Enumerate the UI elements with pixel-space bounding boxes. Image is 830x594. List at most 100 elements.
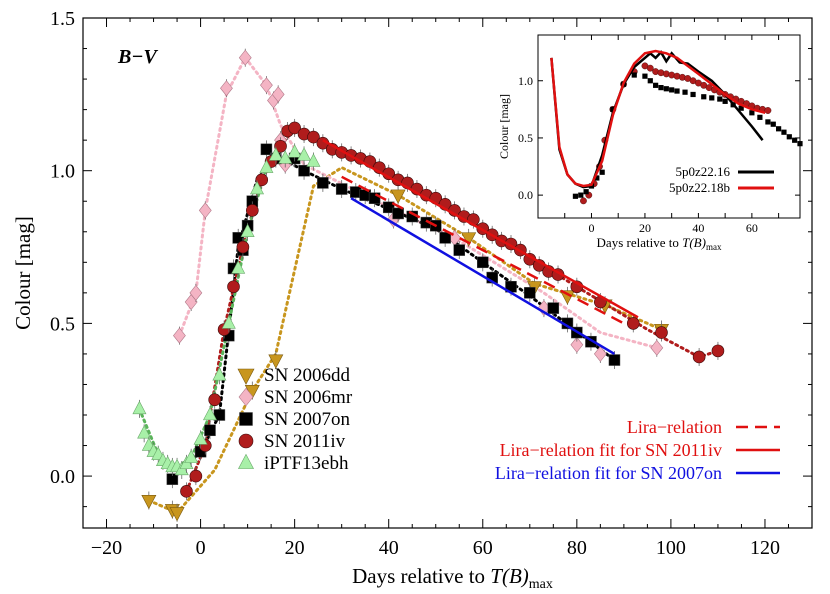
data-point	[137, 425, 152, 439]
data-point	[439, 232, 451, 244]
inset-data-point	[674, 88, 680, 94]
data-point	[268, 354, 284, 369]
series-iptf13ebh	[132, 143, 321, 479]
data-point	[173, 327, 186, 344]
data-point	[246, 204, 259, 217]
inset-axis-ticks: 0 20 40 60 0.0 0.5 1.0	[518, 35, 800, 235]
inset-x-tick-label: 20	[639, 221, 651, 235]
data-point	[524, 287, 536, 299]
data-point	[202, 406, 217, 421]
data-point	[238, 49, 252, 66]
data-point	[288, 121, 301, 135]
data-point	[287, 144, 302, 158]
inset-plot: 0 20 40 60 0.0 0.5 1.0 Colour [mag] Days relat…	[497, 34, 803, 252]
inset-data-point	[663, 86, 669, 92]
data-point	[189, 284, 203, 301]
data-point	[220, 80, 233, 97]
data-point	[208, 393, 221, 407]
data-point	[204, 424, 216, 437]
legend-label-sn-2006dd: SN 2006dd	[264, 365, 351, 386]
inset-data-point	[631, 72, 637, 78]
x-axis-label: Days relative to T(B)max	[352, 564, 553, 592]
inset-data-point	[786, 134, 792, 140]
data-point	[461, 232, 477, 247]
inset-data-point	[646, 64, 654, 72]
data-point	[585, 335, 597, 348]
data-point	[193, 431, 208, 445]
data-point	[335, 183, 348, 195]
inset-x-axis-label-text: Days relative to	[597, 235, 683, 250]
data-point	[298, 164, 310, 177]
legend-marker-sn-2007on	[239, 412, 253, 426]
x-axis-label-italic: T(B)	[490, 564, 529, 588]
data-point	[132, 400, 147, 415]
line-lira-relation	[341, 175, 625, 325]
data-point	[477, 256, 489, 269]
data-point	[593, 345, 607, 362]
data-point	[570, 336, 584, 353]
legend-label-lira-relation-fit-for-sn-2011iv: Lira−relation fit for SN 2011iv	[500, 440, 722, 460]
inset-data-point	[578, 192, 584, 198]
data-point	[453, 244, 466, 256]
main-series-layer	[132, 48, 725, 522]
data-point	[259, 159, 274, 173]
legend-marker-sn-2006dd	[237, 368, 255, 385]
x-tick-label: 40	[379, 537, 399, 559]
inset-data-point	[792, 137, 798, 143]
inset-y-axis-label: Colour [mag]	[497, 94, 511, 159]
legend-marker-iptf13ebh	[238, 453, 254, 469]
legend-label-sn-2011iv: SN 2011iv	[264, 431, 346, 452]
inset-data-point	[765, 119, 771, 125]
inset-series-layer	[550, 49, 803, 205]
inset-data-point	[776, 126, 782, 132]
data-point	[390, 189, 406, 204]
main-axis-ticks: −20 0 20 40 60 80 100 120 0.0 0.5 1.0 1.5	[50, 8, 813, 559]
data-point	[141, 494, 157, 510]
inset-x-tick-label: 60	[746, 221, 758, 235]
legend-label-iptf13ebh: iPTF13ebh	[264, 453, 349, 474]
data-point	[255, 173, 269, 187]
data-point	[692, 350, 706, 364]
data-point	[655, 326, 668, 339]
data-point	[392, 207, 404, 220]
x-tick-label: 80	[567, 537, 587, 559]
data-point	[260, 77, 273, 94]
inset-plot-frame	[537, 34, 801, 219]
series-sn-2006dd	[141, 186, 669, 522]
line-legend: Lira−relation Lira−relation fit for SN 20…	[495, 417, 780, 483]
data-point	[608, 354, 621, 366]
inset-data-point	[669, 87, 675, 93]
x-tick-label: 100	[656, 537, 686, 559]
data-point	[169, 507, 185, 522]
inset-y-tick-label: 0.0	[518, 188, 533, 202]
inset-line-5p0z22-18b	[550, 49, 766, 188]
lira-lines-layer	[322, 139, 639, 356]
inset-x-axis-label-italic: T(B)	[682, 235, 706, 250]
inset-x-axis-label-sub: max	[706, 242, 722, 252]
inset-data-point	[757, 114, 763, 120]
data-point	[236, 240, 250, 254]
legend-label-lira-relation: Lira−relation	[627, 417, 722, 437]
inset-x-tick-label: 0	[588, 221, 594, 235]
legend-marker-sn-2011iv	[238, 433, 254, 449]
data-point	[559, 290, 575, 305]
x-tick-label: 120	[750, 537, 780, 559]
inset-data-point	[572, 193, 579, 199]
inset-data-point	[599, 169, 605, 175]
data-point	[297, 147, 312, 161]
y-tick-label: 1.0	[50, 161, 75, 183]
inset-data-point	[738, 105, 744, 111]
inset-data-point	[580, 197, 587, 205]
inset-data-point	[682, 89, 688, 95]
legend-label-sn-2007on: SN 2007on	[264, 409, 351, 430]
inset-data-point	[717, 96, 723, 102]
data-point	[650, 339, 664, 356]
inset-legend-label-5p0z22-16: 5p0z22.16	[675, 164, 730, 179]
data-point	[212, 367, 227, 381]
line-lira-relation-fit-for-sn-2007on	[350, 197, 616, 356]
inset-data-point	[764, 107, 772, 114]
data-point	[317, 177, 329, 189]
